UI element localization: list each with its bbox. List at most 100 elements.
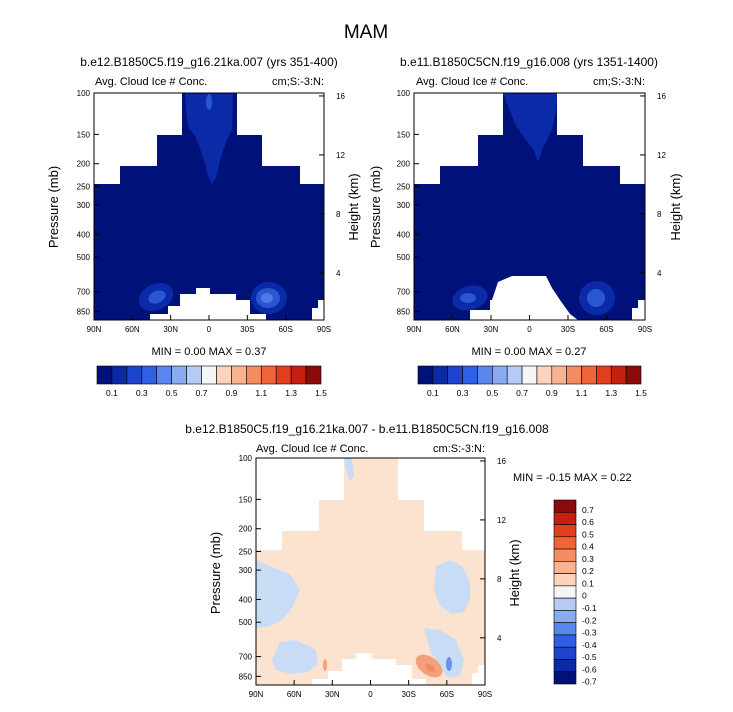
season-title: MAM <box>344 22 388 43</box>
colorbar-swatch <box>96 365 113 385</box>
panel-1-left-lobe-inner <box>148 290 166 304</box>
panel-2-left-lobe-inner <box>460 293 476 303</box>
panel-2-minmax: MIN = 0.00 MAX = 0.27 <box>472 346 587 358</box>
panel-3-negative-right <box>434 560 470 614</box>
x-tick-label: 0 <box>527 325 532 334</box>
y-tick-label: 150 <box>239 495 253 504</box>
colorbar-swatch <box>492 365 508 385</box>
panel-1-units-label: cm;S:-3:N: <box>272 76 324 88</box>
y-tick-label: 100 <box>77 89 91 98</box>
colorbar-swatch <box>111 365 128 385</box>
colorbar-swatch <box>462 365 478 385</box>
y-tick-label: 150 <box>77 130 91 139</box>
colorbar-swatch <box>553 659 577 673</box>
y-tick-label: 300 <box>397 201 411 210</box>
y-tick-label: 300 <box>239 566 253 575</box>
y2-tick-label: 16 <box>336 92 345 101</box>
colorbar-swatch <box>553 585 577 599</box>
panel-1-ticks: 90N 60N 30N 0 30S 60S 90S 100 150 200 250 300 400 500… <box>77 89 346 334</box>
colorbar-swatch <box>553 646 577 660</box>
colorbar-swatch <box>566 365 582 385</box>
colorbar-swatch <box>596 365 612 385</box>
panel-2: b.e11.B1850C5CN.f19_g16.008 (yrs 1351-14… <box>368 55 683 358</box>
y2-tick-label: 8 <box>336 210 341 219</box>
y-tick-label: 200 <box>397 160 411 169</box>
colorbar-swatch <box>216 365 232 385</box>
y-tick-label: 300 <box>77 201 91 210</box>
panel-2-plot-area <box>413 92 646 321</box>
y2-tick-label: 4 <box>336 269 341 278</box>
y-tick-label: 850 <box>239 672 253 681</box>
panel-1-y2-axis-title: Height (km) <box>346 173 361 240</box>
x-tick-label: 60S <box>440 690 454 699</box>
colorbar-swatch <box>432 365 449 385</box>
colorbar-swatch <box>551 365 567 385</box>
colorbar-swatch <box>581 365 597 385</box>
colorbar-swatch <box>553 597 577 611</box>
y-tick-label: 700 <box>77 288 91 297</box>
panel-3-minmax: MIN = -0.15 MAX = 0.22 <box>513 472 632 484</box>
panel-2-right-lobe-core <box>587 289 605 307</box>
panel-3-y-axis-title: Pressure (mb) <box>208 532 223 614</box>
colorbar-label: -0.6 <box>582 664 597 674</box>
colorbar-swatch <box>553 671 577 685</box>
colorbar-swatch <box>201 365 217 385</box>
colorbar-label: 0.7 <box>582 505 594 515</box>
panel-3-positive-max-core <box>424 663 436 673</box>
colorbar-label: 0.6 <box>582 517 594 527</box>
y2-tick-label: 4 <box>497 634 502 643</box>
colorbar-swatch <box>553 536 577 550</box>
y-tick-label: 500 <box>239 618 253 627</box>
colorbar-label: 1.1 <box>255 388 267 398</box>
colorbar-label: 0.7 <box>196 388 208 398</box>
colorbar-label: 0.9 <box>546 388 558 398</box>
colorbar-label: 0.3 <box>457 388 469 398</box>
panel-3-ticks: 90N 60N 30N 0 30S 60S 90S 100 150 200 250 300 400 500… <box>239 454 507 699</box>
panel-2-white-gap <box>490 276 578 320</box>
colorbar-swatch <box>553 561 577 574</box>
colorbar-label: -0.4 <box>582 640 597 650</box>
panel-3-positive-field <box>256 458 485 685</box>
colorbar-swatch <box>126 365 143 385</box>
y-tick-label: 200 <box>77 160 91 169</box>
panel-3-negative-left-2 <box>272 640 318 674</box>
colorbar-label: 0 <box>582 591 587 601</box>
panel-3-negative-upper <box>344 458 354 482</box>
panel-2-title: b.e11.B1850C5CN.f19_g16.008 (yrs 1351-14… <box>400 55 658 69</box>
colorbar-swatch <box>186 365 202 385</box>
y-tick-label: 100 <box>239 454 253 463</box>
colorbar-swatch <box>553 622 577 636</box>
colorbar-swatch <box>477 365 493 385</box>
y-tick-label: 250 <box>397 182 411 191</box>
colorbar-swatch <box>553 511 577 525</box>
x-tick-label: 60N <box>287 690 302 699</box>
panel-3-title: b.e12.B1850C5.f19_g16.21ka.007 - b.e11.B… <box>185 422 549 436</box>
panel-1-variable-label: Avg. Cloud Ice # Conc. <box>95 76 207 88</box>
y-tick-label: 250 <box>77 182 91 191</box>
panel-1-y-axis-title: Pressure (mb) <box>46 166 61 248</box>
y-tick-label: 400 <box>239 595 253 604</box>
colorbar-label: 1.5 <box>635 388 647 398</box>
y-tick-label: 500 <box>397 253 411 262</box>
colorbar-swatch <box>231 365 247 385</box>
panel-1-right-lobe-core <box>261 293 273 303</box>
colorbar-swatch <box>553 524 577 538</box>
panel-1-title: b.e12.B1850C5.f19_g16.21ka.007 (yrs 351-… <box>80 55 338 69</box>
colorbar-label: 0.5 <box>582 529 594 539</box>
panel-3-negative-min <box>446 657 452 671</box>
y2-tick-label: 16 <box>497 457 506 466</box>
y-tick-label: 400 <box>397 230 411 239</box>
colorbar-1: 0.1 0.3 0.5 0.7 0.9 1.1 1.3 1.5 <box>96 365 327 398</box>
x-tick-label: 0 <box>368 690 373 699</box>
colorbar-swatch <box>610 365 627 385</box>
colorbar-label: 1.3 <box>285 388 297 398</box>
y2-tick-label: 8 <box>657 210 662 219</box>
colorbar-label: 1.1 <box>576 388 588 398</box>
x-tick-label: 30N <box>325 690 340 699</box>
panel-1-upper-core <box>206 94 212 110</box>
colorbar-swatch <box>536 365 553 385</box>
colorbar-swatch <box>625 365 642 385</box>
panel-3-small-positive <box>323 659 327 671</box>
y-tick-label: 400 <box>77 230 91 239</box>
